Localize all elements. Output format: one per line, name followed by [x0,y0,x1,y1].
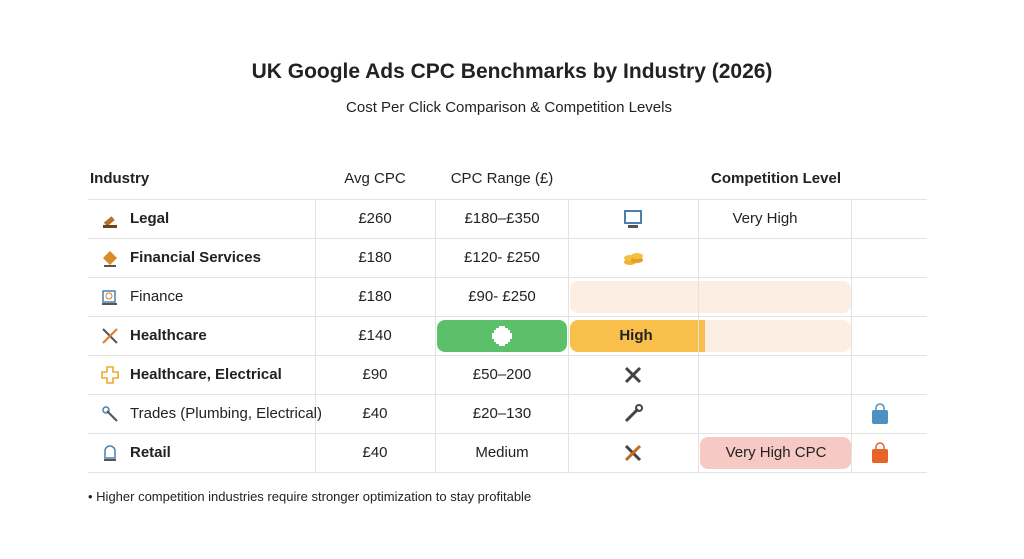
industry: Retail [130,443,171,461]
plus-icon [492,326,512,346]
row-line [88,472,927,473]
icon [624,444,642,461]
header-cell: Avg CPC [344,170,406,187]
bag-icon [870,441,890,469]
title: UK Google Ads CPC Benchmarks by Industry… [251,60,773,83]
header-cell: Competition Level [710,170,842,187]
row-icon [101,365,121,391]
industry: Financial Services [130,248,261,266]
bag-icon [870,402,890,430]
icon [102,405,118,422]
cell-icon [623,365,645,392]
industry: Legal [130,209,170,227]
competition-bar [570,320,705,352]
col-line [698,199,699,472]
cpc-range: Medium [475,443,529,461]
icon [624,403,643,422]
cpc-range: £180–£350 [464,209,540,227]
cpc-range: £50–200 [472,365,532,383]
row-line [88,199,927,200]
avg-cpc: £140 [358,326,392,344]
avg-cpc: £260 [358,209,392,227]
row-icon [101,210,121,235]
icon [102,289,117,305]
icon [624,252,643,265]
subtitle: Cost Per Click Comparison & Competition … [346,99,672,116]
icon [102,327,118,344]
industry: Healthcare, Electrical [130,365,282,383]
badge-bg [700,437,851,469]
row-icon [101,444,121,469]
row-line [88,316,927,317]
badge: Very High CPC [725,443,827,461]
highlight-bar [570,281,851,313]
cpc-range: £20–130 [472,404,532,422]
avg-cpc: £40 [362,404,388,422]
icon [103,215,117,228]
icon [872,402,888,424]
industry: Healthcare [130,326,207,344]
avg-cpc: £40 [362,443,388,461]
cell-icon [623,403,645,431]
row-icon [101,327,121,352]
row-icon [101,288,121,313]
industry: Finance [130,287,184,305]
col-line [435,199,436,472]
row-line [88,277,927,278]
cpc-range: £120- £250 [464,248,540,266]
row-line [88,355,927,356]
icon [624,366,642,383]
footnote-text: Higher competition industries require st… [96,489,532,504]
cell-icon [623,248,645,275]
col-line [568,199,569,472]
col-line [315,199,316,472]
bullet: • [88,489,97,504]
row-line [88,394,927,395]
avg-cpc: £180 [358,287,392,305]
row-icon [101,405,121,430]
competition: Very High [732,209,798,227]
footnote: • Higher competition industries require … [88,489,531,504]
cpc-range: £90- £250 [468,287,536,305]
icon [624,209,642,228]
avg-cpc: £90 [362,365,388,383]
header-cell: Industry [90,170,150,187]
icon [872,441,888,463]
row-icon [101,249,121,274]
industry: Trades (Plumbing, Electrical) [130,404,323,422]
header-cell: CPC Range (£) [450,170,554,187]
cell-icon [623,443,645,470]
icon [104,444,116,461]
avg-cpc: £180 [358,248,392,266]
competition: High [619,326,653,344]
plus-cell [437,320,567,352]
cell-icon [623,209,645,236]
row-line [88,238,927,239]
col-line [851,199,852,472]
row-line [88,433,927,434]
icon [103,250,117,267]
icon [101,365,119,384]
